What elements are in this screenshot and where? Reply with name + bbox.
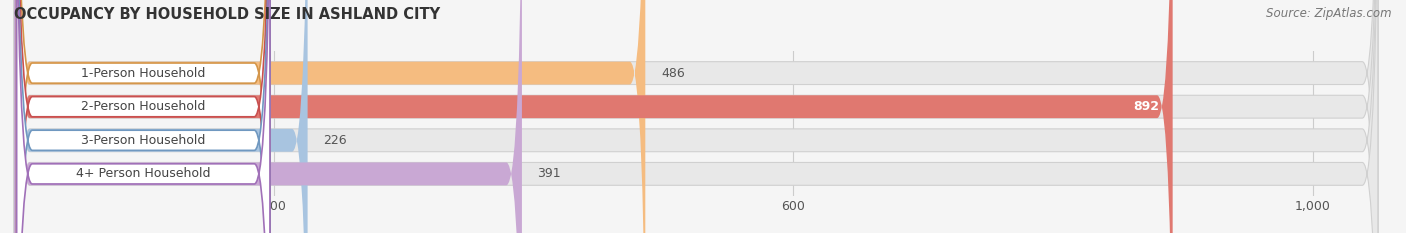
Text: 3-Person Household: 3-Person Household: [82, 134, 205, 147]
FancyBboxPatch shape: [17, 0, 270, 233]
Text: 486: 486: [661, 67, 685, 80]
FancyBboxPatch shape: [17, 0, 270, 233]
FancyBboxPatch shape: [14, 0, 522, 233]
Text: 391: 391: [537, 167, 561, 180]
FancyBboxPatch shape: [14, 0, 308, 233]
FancyBboxPatch shape: [14, 0, 1378, 233]
Text: 892: 892: [1133, 100, 1160, 113]
Text: OCCUPANCY BY HOUSEHOLD SIZE IN ASHLAND CITY: OCCUPANCY BY HOUSEHOLD SIZE IN ASHLAND C…: [14, 7, 440, 22]
FancyBboxPatch shape: [14, 0, 645, 233]
FancyBboxPatch shape: [17, 0, 270, 233]
FancyBboxPatch shape: [17, 0, 270, 233]
FancyBboxPatch shape: [14, 0, 1378, 233]
Text: 2-Person Household: 2-Person Household: [82, 100, 205, 113]
Text: Source: ZipAtlas.com: Source: ZipAtlas.com: [1267, 7, 1392, 20]
FancyBboxPatch shape: [14, 0, 1173, 233]
FancyBboxPatch shape: [14, 0, 1378, 233]
Text: 1-Person Household: 1-Person Household: [82, 67, 205, 80]
Text: 226: 226: [323, 134, 347, 147]
Text: 4+ Person Household: 4+ Person Household: [76, 167, 211, 180]
FancyBboxPatch shape: [14, 0, 1378, 233]
